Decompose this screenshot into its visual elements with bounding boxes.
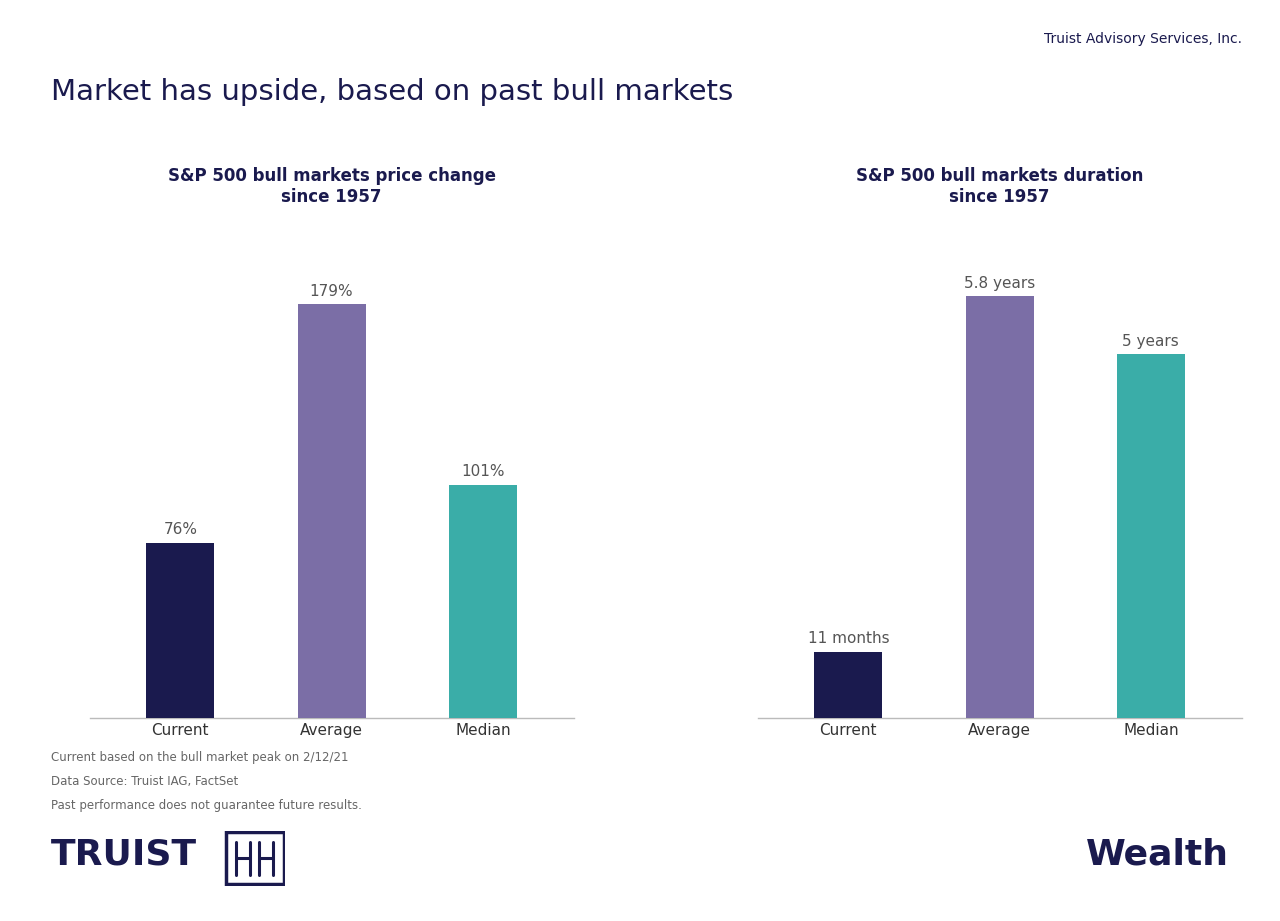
Bar [965, 297, 1034, 718]
Text: 11 months: 11 months [808, 631, 890, 647]
Text: Wealth: Wealth [1085, 838, 1229, 871]
Bar [1117, 355, 1185, 718]
Text: 179%: 179% [310, 284, 353, 298]
Bar [297, 304, 366, 718]
Text: Truist Advisory Services, Inc.: Truist Advisory Services, Inc. [1043, 32, 1242, 46]
Text: Data Source: Truist IAG, FactSet: Data Source: Truist IAG, FactSet [51, 775, 238, 787]
Text: 5 years: 5 years [1123, 334, 1179, 349]
Text: 76%: 76% [164, 522, 197, 537]
Bar [449, 484, 517, 718]
Text: 101%: 101% [461, 464, 504, 479]
Text: Market has upside, based on past bull markets: Market has upside, based on past bull ma… [51, 78, 733, 106]
Bar [146, 542, 214, 718]
Text: TRUIST: TRUIST [51, 838, 197, 871]
Text: Current based on the bull market peak on 2/12/21: Current based on the bull market peak on… [51, 751, 348, 764]
Text: 5.8 years: 5.8 years [964, 275, 1036, 291]
Title: S&P 500 bull markets price change
since 1957: S&P 500 bull markets price change since … [168, 167, 495, 205]
Text: Past performance does not guarantee future results.: Past performance does not guarantee futu… [51, 799, 362, 811]
Bar [814, 652, 882, 718]
Title: S&P 500 bull markets duration
since 1957: S&P 500 bull markets duration since 1957 [856, 167, 1143, 205]
